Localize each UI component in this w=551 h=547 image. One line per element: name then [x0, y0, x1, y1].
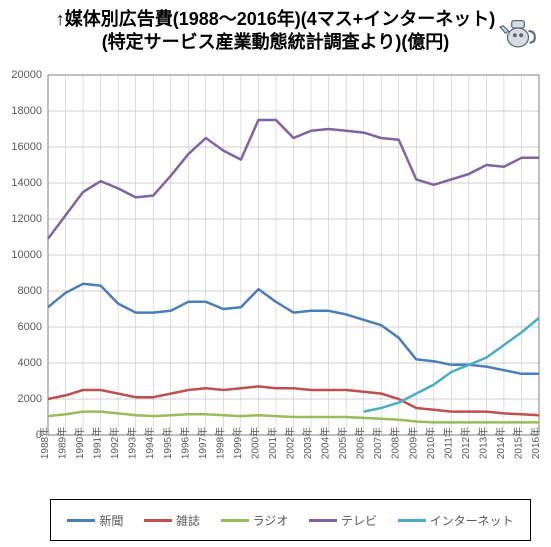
- xtick-label: 2016年: [529, 427, 542, 459]
- legend-swatch: [309, 519, 337, 522]
- legend: 新聞 雑誌 ラジオ テレビ インターネット: [50, 499, 531, 541]
- ytick-label: 6000: [18, 321, 42, 333]
- xtick-label: 2005年: [336, 427, 349, 459]
- legend-swatch: [221, 519, 249, 522]
- legend-item: テレビ: [309, 512, 377, 529]
- xtick-label: 2004年: [319, 427, 332, 459]
- legend-label: 新聞: [99, 512, 123, 529]
- xtick-label: 1988年: [38, 427, 51, 459]
- xtick-label: 1996年: [178, 427, 191, 459]
- xtick-label: 1989年: [56, 427, 69, 459]
- legend-label: 雑誌: [176, 512, 200, 529]
- xtick-label: 1994年: [143, 427, 156, 459]
- legend-item: ラジオ: [221, 512, 289, 529]
- xtick-label: 2010年: [424, 427, 437, 459]
- ytick-label: 10000: [11, 249, 42, 261]
- legend-swatch: [398, 519, 426, 522]
- xtick-label: 2007年: [371, 427, 384, 459]
- ytick-label: 20000: [11, 69, 42, 81]
- xtick-label: 2006年: [354, 427, 367, 459]
- chart-container: ↑媒体別広告費(1988～2016年)(4マス+インターネット) (特定サービス…: [0, 0, 551, 547]
- xtick-label: 2003年: [301, 427, 314, 459]
- xtick-label: 1993年: [126, 427, 139, 459]
- legend-swatch: [144, 519, 172, 522]
- legend-item: 雑誌: [144, 512, 200, 529]
- chart-title: ↑媒体別広告費(1988～2016年)(4マス+インターネット) (特定サービス…: [0, 8, 551, 55]
- legend-item: インターネット: [398, 512, 514, 529]
- xtick-label: 2000年: [248, 427, 261, 459]
- plot-area: 0200040006000800010000120001400016000180…: [0, 65, 551, 495]
- xtick-label: 1991年: [91, 427, 104, 459]
- xtick-label: 1992年: [108, 427, 121, 459]
- xtick-label: 1997年: [196, 427, 209, 459]
- xtick-label: 2011年: [441, 427, 454, 459]
- legend-label: ラジオ: [253, 512, 289, 529]
- xtick-label: 2009年: [406, 427, 419, 459]
- ytick-label: 18000: [11, 105, 42, 117]
- kettle-mascot-icon: [497, 8, 539, 50]
- legend-swatch: [67, 519, 95, 522]
- legend-label: テレビ: [341, 512, 377, 529]
- legend-label: インターネット: [430, 512, 514, 529]
- xtick-label: 1990年: [73, 427, 86, 459]
- xtick-label: 1999年: [231, 427, 244, 459]
- ytick-label: 12000: [11, 213, 42, 225]
- xtick-label: 2014年: [494, 427, 507, 459]
- xtick-label: 1995年: [161, 427, 174, 459]
- ytick-label: 2000: [18, 393, 42, 405]
- xtick-label: 1998年: [213, 427, 226, 459]
- xtick-label: 2015年: [511, 427, 524, 459]
- ytick-label: 16000: [11, 141, 42, 153]
- xtick-label: 2001年: [266, 427, 279, 459]
- legend-item: 新聞: [67, 512, 123, 529]
- xtick-label: 2008年: [389, 427, 402, 459]
- xtick-label: 2012年: [459, 427, 472, 459]
- ytick-label: 4000: [18, 357, 42, 369]
- ytick-label: 8000: [18, 285, 42, 297]
- title-line-2: (特定サービス産業動態統計調査より)(億円): [102, 32, 450, 52]
- xtick-label: 2002年: [284, 427, 297, 459]
- ytick-label: 14000: [11, 177, 42, 189]
- title-line-1: ↑媒体別広告費(1988～2016年)(4マス+インターネット): [56, 9, 496, 29]
- xtick-label: 2013年: [476, 427, 489, 459]
